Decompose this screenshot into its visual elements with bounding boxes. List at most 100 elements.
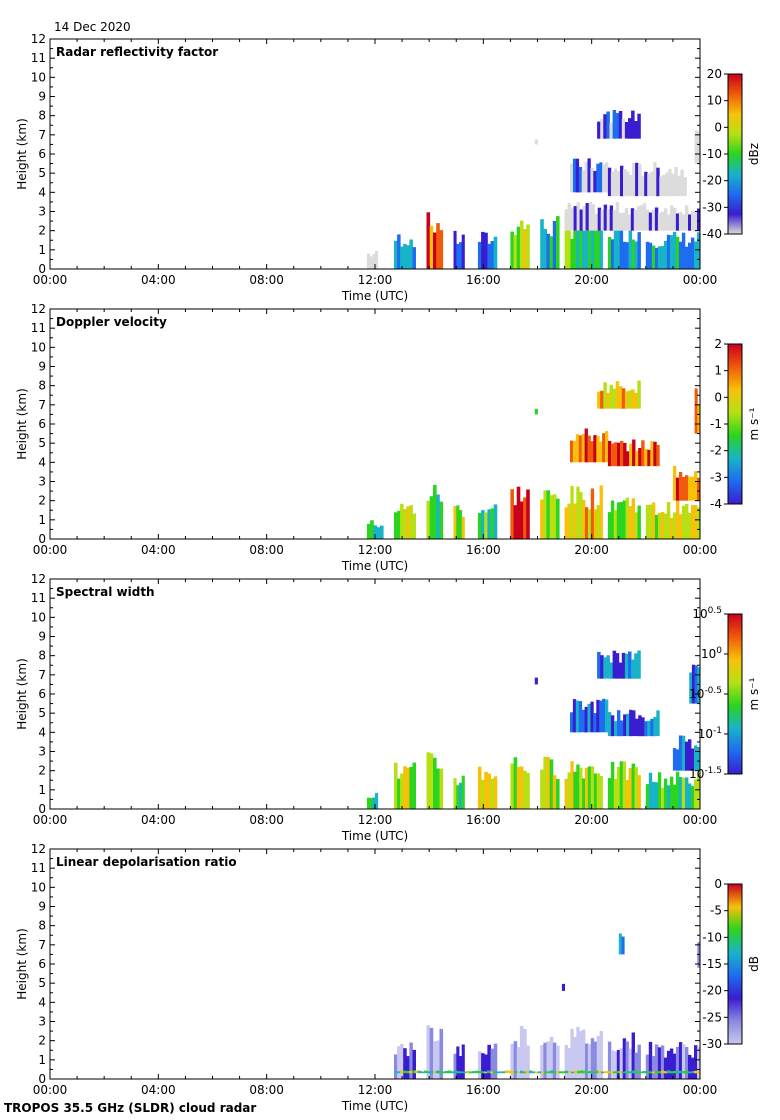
echo-cell <box>663 1057 668 1079</box>
x-tick-label: 16:00 <box>466 543 501 557</box>
echo-cell <box>397 234 401 269</box>
echo-cell <box>575 158 580 193</box>
x-tick-label: 12:00 <box>358 813 393 827</box>
echo-cell <box>625 242 629 269</box>
echo-cell <box>448 1070 452 1074</box>
echo-cell <box>394 512 398 539</box>
echo-cell <box>688 214 692 231</box>
echo-cell <box>660 512 665 539</box>
colorbar-tick-label: -40 <box>702 227 722 241</box>
echo-cell <box>526 489 530 539</box>
echo-cell <box>651 502 656 539</box>
echo-cell <box>609 662 613 679</box>
echo-cell <box>421 1071 425 1074</box>
echo-cell <box>633 209 638 231</box>
plot-title: Radar reflectivity factor <box>56 45 218 59</box>
echo-cell <box>618 386 623 409</box>
y-tick-label: 8 <box>38 109 46 123</box>
echo-cell <box>571 1071 575 1074</box>
echo-cell <box>567 503 571 539</box>
echo-cell <box>559 1071 563 1074</box>
echo-cell <box>439 230 444 269</box>
echo-cell <box>552 221 557 269</box>
echo-cell <box>645 1054 650 1079</box>
echo-cell <box>669 776 674 809</box>
echo-cell <box>660 787 665 809</box>
echo-cell <box>568 1071 572 1074</box>
x-tick-label: 08:00 <box>249 1083 284 1097</box>
echo-cell <box>637 650 641 679</box>
echo-region-12 <box>561 983 565 991</box>
echo-cell <box>593 435 597 463</box>
x-tick-label: 04:00 <box>141 273 176 287</box>
echo-cell <box>622 1071 626 1074</box>
echo-cell <box>585 507 589 539</box>
echo-cell <box>477 241 482 269</box>
echo-cell <box>605 699 609 733</box>
echo-cell <box>678 1042 683 1079</box>
echo-cell <box>502 1071 506 1074</box>
echo-cell <box>675 236 680 269</box>
echo-cell <box>650 718 654 737</box>
echo-cell <box>675 500 680 539</box>
echo-cell <box>658 1071 662 1074</box>
echo-cell <box>655 1071 659 1074</box>
y-tick-label: 0 <box>38 262 46 276</box>
echo-cell <box>606 655 610 679</box>
colorbar-label: dBz <box>747 143 761 165</box>
echo-cell <box>598 1070 602 1074</box>
colorbar-tick-label: -5 <box>710 904 722 918</box>
echo-cell <box>427 1071 431 1074</box>
colorbar-tick-label: -20 <box>702 174 722 188</box>
echo-cell <box>409 239 413 269</box>
x-tick-label: 20:00 <box>574 813 609 827</box>
echo-cell <box>681 1044 686 1079</box>
x-tick-label: 00:00 <box>683 813 718 827</box>
echo-cell <box>613 1071 617 1074</box>
echo-cell <box>510 763 514 809</box>
echo-cell <box>490 1048 495 1079</box>
echo-region-11 <box>618 933 625 955</box>
echo-cell <box>456 785 460 809</box>
echo-region-15 <box>689 664 700 704</box>
echo-cell <box>626 171 630 197</box>
echo-cell <box>631 239 635 269</box>
y-tick-label: 11 <box>31 591 46 605</box>
y-tick-label: 10 <box>31 610 46 624</box>
echo-cell <box>461 234 465 269</box>
echo-cell <box>596 505 600 539</box>
echo-cell <box>499 1071 503 1074</box>
colorbar-scale <box>727 343 743 505</box>
echo-cell <box>653 441 657 467</box>
echo-cell <box>590 1038 595 1079</box>
y-tick-label: 11 <box>31 51 46 65</box>
echo-cell <box>484 1054 488 1079</box>
echo-cell <box>609 205 614 231</box>
echo-cell <box>406 1056 410 1079</box>
echo-cell <box>397 1071 401 1074</box>
colorbar-tick-label: -15 <box>702 957 722 971</box>
colorbar-tick-label: -10 <box>702 930 722 944</box>
echo-cell <box>612 210 617 231</box>
echo-cell <box>694 241 698 269</box>
echo-cell <box>459 242 463 269</box>
echo-cell <box>596 435 600 463</box>
colorbar-tick-label: -20 <box>702 984 722 998</box>
echo-cell <box>510 231 514 269</box>
echo-cell <box>616 223 621 269</box>
echo-cell <box>638 163 642 197</box>
echo-cell <box>613 778 618 809</box>
echo-cell <box>637 505 641 539</box>
echo-region-1 <box>366 250 379 269</box>
echo-cell <box>648 212 653 231</box>
echo-cell <box>663 513 668 539</box>
echo-cell <box>400 1044 404 1079</box>
echo-cell <box>584 428 588 463</box>
echo-cell <box>397 510 401 539</box>
echo-cell <box>484 512 488 539</box>
echo-cell <box>456 243 460 269</box>
y-tick-label: 1 <box>38 243 46 257</box>
echo-cell <box>375 792 379 809</box>
echo-cell <box>534 408 538 415</box>
